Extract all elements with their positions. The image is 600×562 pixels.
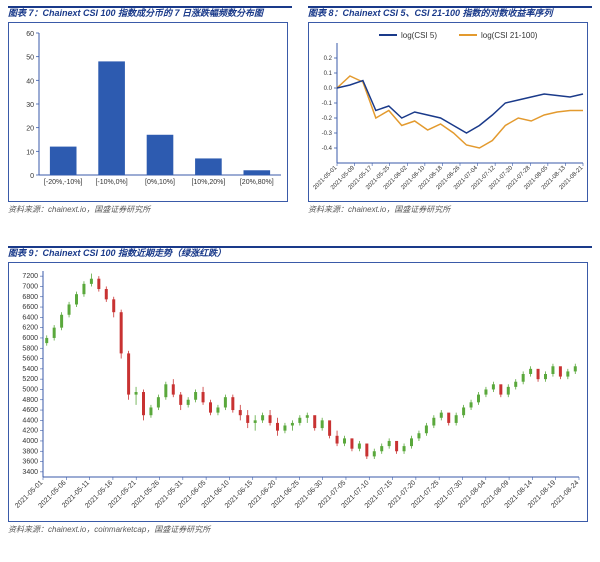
svg-text:7000: 7000 [22,283,38,290]
svg-text:30: 30 [26,102,34,109]
chart8-area: log(CSI 5) log(CSI 21-100) -0.4 -0.3 -0.2 -0.… [308,22,588,202]
svg-text:4800: 4800 [22,397,38,404]
svg-text:0.0: 0.0 [324,86,333,92]
svg-text:7200: 7200 [22,273,38,280]
svg-text:3800: 3800 [22,448,38,455]
chart7-svg: 0 10 20 30 40 50 60 [-20%,-10%] [-10%,0%] [0%,10%… [9,23,289,203]
svg-text:-0.2: -0.2 [322,116,333,122]
chart9-title: 图表 9：Chainext CSI 100 指数近期走势（绿涨红跌） [8,247,592,259]
svg-text:-0.1: -0.1 [322,101,333,107]
svg-text:6600: 6600 [22,304,38,311]
svg-text:10: 10 [26,149,34,156]
svg-text:50: 50 [26,55,34,62]
panel-chart8: 图表 8：Chainext CSI 5、CSI 21-100 指数的对数收益率序… [300,0,600,240]
chart7-source: 资料来源：chainext.io，国盛证券研究所 [8,204,292,215]
title-bar-7: 图表 7：Chainext CSI 100 指数成分币的 7 日涨跌幅频数分布图 [8,6,292,20]
svg-text:5600: 5600 [22,356,38,363]
chart8-source: 资料来源：chainext.io，国盛证券研究所 [308,204,592,215]
svg-text:6400: 6400 [22,314,38,321]
svg-text:-0.4: -0.4 [322,146,333,152]
svg-text:6200: 6200 [22,325,38,332]
svg-text:[0%,10%]: [0%,10%] [145,179,175,186]
svg-text:3600: 3600 [22,459,38,466]
svg-text:4600: 4600 [22,407,38,414]
svg-text:20: 20 [26,126,34,133]
svg-text:5400: 5400 [22,366,38,373]
svg-text:5800: 5800 [22,345,38,352]
svg-text:-0.3: -0.3 [322,131,333,137]
panel-chart9: 图表 9：Chainext CSI 100 指数近期走势（绿涨红跌） 34003… [0,240,600,562]
svg-text:5000: 5000 [22,386,38,393]
chart8-title: 图表 8：Chainext CSI 5、CSI 21-100 指数的对数收益率序… [308,7,592,19]
chart7-area: 0 10 20 30 40 50 60 [-20%,-10%] [-10%,0%] [0%,10%… [8,22,288,202]
svg-text:3400: 3400 [22,469,38,476]
svg-text:[-20%,-10%]: [-20%,-10%] [44,179,83,186]
chart9-area: 3400 3600 3800 4000 4200 4400 4600 4800 5000 5200… [8,262,588,522]
svg-text:60: 60 [26,31,34,38]
svg-text:4400: 4400 [22,417,38,424]
panel-chart7: 图表 7：Chainext CSI 100 指数成分币的 7 日涨跌幅频数分布图… [0,0,300,240]
chart7-title: 图表 7：Chainext CSI 100 指数成分币的 7 日涨跌幅频数分布图 [8,7,292,19]
svg-text:log(CSI 5): log(CSI 5) [401,31,437,40]
svg-text:6800: 6800 [22,294,38,301]
svg-text:[10%,20%]: [10%,20%] [191,179,225,186]
svg-text:5200: 5200 [22,376,38,383]
svg-text:4000: 4000 [22,438,38,445]
chart8-svg: log(CSI 5) log(CSI 21-100) -0.4 -0.3 -0.2 -0.… [309,23,589,203]
chart9-svg: 3400 3600 3800 4000 4200 4400 4600 4800 5000 5200… [9,263,589,523]
chart9-source: 资料来源：chainext.io，coinmarketcap，国盛证券研究所 [8,524,592,535]
svg-text:0.2: 0.2 [324,56,333,62]
svg-text:0: 0 [30,173,34,180]
svg-text:0.1: 0.1 [324,71,333,77]
svg-text:40: 40 [26,78,34,85]
title-bar-9: 图表 9：Chainext CSI 100 指数近期走势（绿涨红跌） [8,246,592,260]
svg-text:6000: 6000 [22,335,38,342]
title-bar-8: 图表 8：Chainext CSI 5、CSI 21-100 指数的对数收益率序… [308,6,592,20]
svg-text:4200: 4200 [22,428,38,435]
svg-text:[-10%,0%]: [-10%,0%] [95,179,127,186]
svg-text:[20%,80%]: [20%,80%] [240,179,274,186]
svg-text:log(CSI 21-100): log(CSI 21-100) [481,31,538,40]
